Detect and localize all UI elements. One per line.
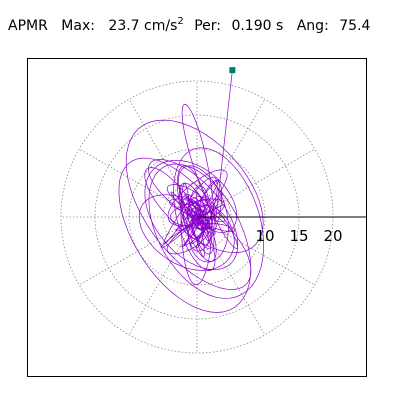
radial-tick-labels: 10 15 20	[255, 227, 342, 245]
grid-spoke	[196, 148, 315, 218]
grid-spoke	[128, 99, 198, 218]
tick-label: 20	[323, 227, 342, 245]
tick-label: 10	[255, 227, 274, 245]
grid-spoke	[196, 216, 266, 335]
max-exponent: 2	[177, 16, 184, 27]
per-value: 0.190 s	[231, 18, 284, 34]
grid-spoke	[128, 216, 198, 335]
grid-spoke	[196, 216, 315, 286]
orbit-trace	[118, 70, 264, 313]
ang-label: Ang:	[296, 18, 329, 34]
grid-spoke	[196, 99, 266, 218]
header: APMR Max: 23.7 cm/s2 Per: 0.190 s Ang: 7…	[8, 16, 370, 34]
ang-value: 75.4	[339, 18, 371, 34]
max-value: 23.7 cm/s	[108, 18, 178, 34]
grid-spoke	[79, 148, 198, 218]
start-marker	[229, 67, 236, 74]
per-label: Per:	[194, 18, 221, 34]
header-code: APMR	[8, 18, 48, 34]
max-label: Max:	[61, 18, 95, 34]
tick-label: 15	[289, 227, 308, 245]
